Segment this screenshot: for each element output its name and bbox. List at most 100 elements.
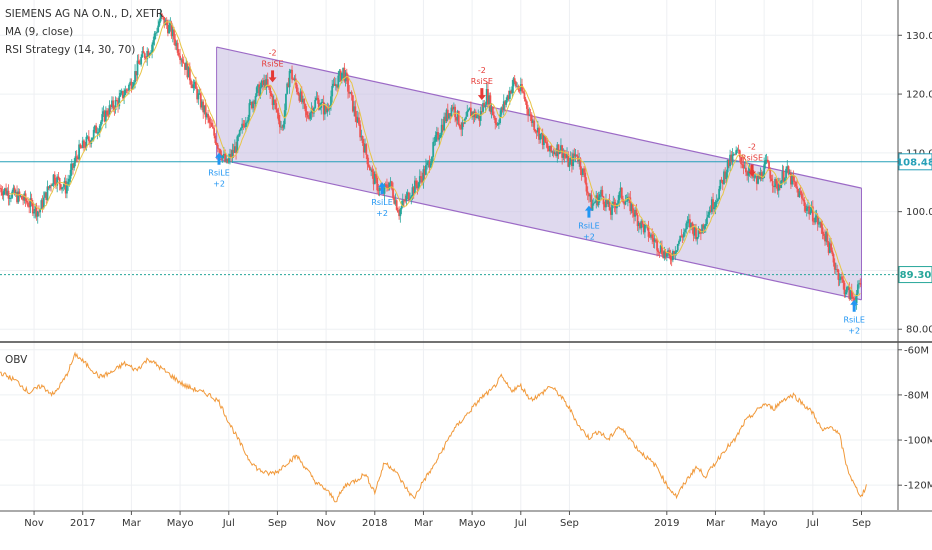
candle[interactable] xyxy=(69,169,72,179)
candle[interactable] xyxy=(495,123,498,125)
candle[interactable] xyxy=(260,80,263,88)
candle[interactable] xyxy=(566,154,568,158)
candle[interactable] xyxy=(187,66,190,78)
candle[interactable] xyxy=(33,211,35,214)
candle[interactable] xyxy=(151,44,154,53)
candle[interactable] xyxy=(779,184,781,188)
candle[interactable] xyxy=(652,238,655,242)
candle[interactable] xyxy=(226,158,229,163)
candle[interactable] xyxy=(852,296,854,299)
candle[interactable] xyxy=(295,84,298,92)
candle[interactable] xyxy=(53,174,56,184)
candle[interactable] xyxy=(222,153,225,156)
candle[interactable] xyxy=(504,101,506,105)
signal-rsile[interactable]: RsiLE +2 xyxy=(208,152,230,189)
candle[interactable] xyxy=(366,154,369,165)
candle[interactable] xyxy=(145,57,147,60)
candle[interactable] xyxy=(21,195,23,200)
candle[interactable] xyxy=(713,207,716,210)
candle[interactable] xyxy=(454,106,456,118)
channel-lower-line[interactable] xyxy=(216,158,862,301)
price-pane[interactable]: RsiLE +2 RsiSE -2 RsiLE +2 RsiSE -2 RsiLE +2 RsiSE… xyxy=(0,8,898,336)
candle[interactable] xyxy=(68,178,71,182)
candle[interactable] xyxy=(292,79,295,81)
candle[interactable] xyxy=(828,243,831,253)
candle[interactable] xyxy=(350,92,353,96)
candle[interactable] xyxy=(629,197,632,212)
candle[interactable] xyxy=(769,170,772,179)
candle[interactable] xyxy=(198,93,201,95)
candle[interactable] xyxy=(701,224,703,234)
candle[interactable] xyxy=(815,215,818,218)
candle[interactable] xyxy=(630,204,633,212)
candle[interactable] xyxy=(580,169,583,175)
candle[interactable] xyxy=(281,126,284,128)
candle[interactable] xyxy=(459,124,461,129)
candle[interactable] xyxy=(288,70,291,88)
candle[interactable] xyxy=(710,199,713,212)
candle[interactable] xyxy=(471,112,474,117)
candle[interactable] xyxy=(354,106,357,117)
candle[interactable] xyxy=(424,165,427,175)
candle[interactable] xyxy=(213,128,216,136)
candle[interactable] xyxy=(148,53,151,56)
candle[interactable] xyxy=(193,81,196,85)
candle[interactable] xyxy=(563,153,566,156)
candle[interactable] xyxy=(609,210,612,215)
candle[interactable] xyxy=(787,166,790,175)
candle[interactable] xyxy=(316,97,319,100)
candle[interactable] xyxy=(369,166,371,171)
candle[interactable] xyxy=(557,144,560,154)
candle[interactable] xyxy=(594,202,596,203)
candle[interactable] xyxy=(416,185,419,189)
candle[interactable] xyxy=(95,125,98,134)
candle[interactable] xyxy=(338,70,341,76)
signal-rsise[interactable]: RsiSE -2 xyxy=(471,66,493,101)
candle[interactable] xyxy=(723,171,725,184)
candle[interactable] xyxy=(126,89,129,91)
candle[interactable] xyxy=(347,78,349,92)
candle[interactable] xyxy=(333,83,336,86)
candle[interactable] xyxy=(203,105,206,113)
candle[interactable] xyxy=(591,203,594,211)
candle[interactable] xyxy=(758,175,761,179)
candle[interactable] xyxy=(581,168,584,175)
candle[interactable] xyxy=(313,107,315,114)
candle[interactable] xyxy=(356,117,359,123)
candle[interactable] xyxy=(115,100,118,101)
candle[interactable] xyxy=(86,136,89,138)
candle[interactable] xyxy=(197,93,200,100)
candle[interactable] xyxy=(511,86,514,94)
candle[interactable] xyxy=(696,236,699,240)
candle[interactable] xyxy=(544,135,547,143)
candle[interactable] xyxy=(439,134,442,138)
candle[interactable] xyxy=(636,215,639,227)
candle[interactable] xyxy=(96,132,99,134)
candle[interactable] xyxy=(412,187,415,194)
candle[interactable] xyxy=(35,205,38,217)
candle[interactable] xyxy=(719,179,722,189)
candle[interactable] xyxy=(827,242,830,253)
candle[interactable] xyxy=(448,113,450,119)
candle[interactable] xyxy=(215,143,218,145)
candle[interactable] xyxy=(488,95,491,105)
candle[interactable] xyxy=(336,84,338,88)
candle[interactable] xyxy=(770,178,773,182)
candle[interactable] xyxy=(286,83,289,94)
candle[interactable] xyxy=(207,113,209,118)
candle[interactable] xyxy=(334,84,337,86)
candle[interactable] xyxy=(233,146,236,153)
candle[interactable] xyxy=(768,162,770,171)
candle[interactable] xyxy=(538,127,540,140)
candle[interactable] xyxy=(14,191,17,195)
candle[interactable] xyxy=(107,114,110,116)
candle[interactable] xyxy=(342,67,345,73)
candle[interactable] xyxy=(109,105,112,107)
candle[interactable] xyxy=(665,253,668,257)
candle[interactable] xyxy=(406,192,409,196)
candle[interactable] xyxy=(754,176,757,177)
candle[interactable] xyxy=(417,182,420,189)
candle[interactable] xyxy=(755,176,758,184)
candle[interactable] xyxy=(663,251,666,258)
candle[interactable] xyxy=(818,223,820,225)
